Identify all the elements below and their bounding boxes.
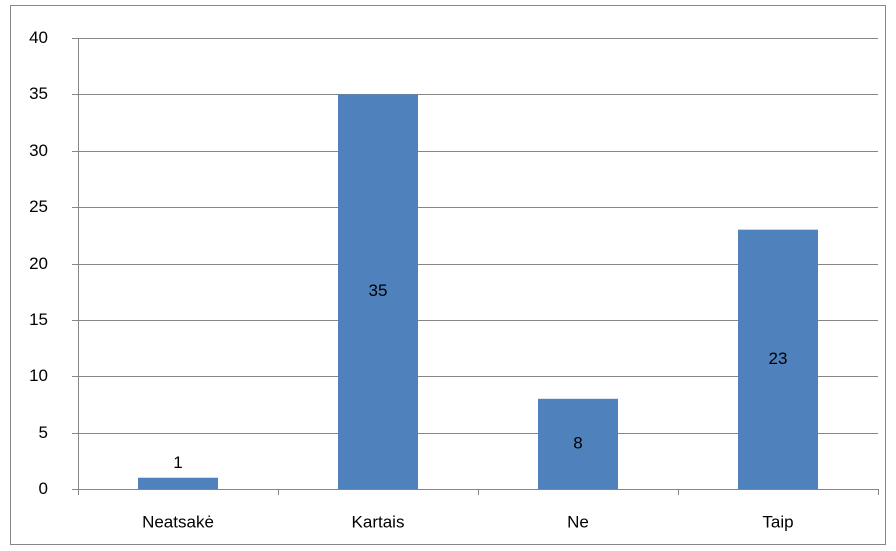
y-tick-label: 40 [29, 28, 48, 47]
x-tick-label: Kartais [352, 512, 405, 531]
y-tick-label: 35 [29, 84, 48, 103]
data-label: 8 [573, 433, 582, 452]
data-label: 1 [173, 453, 182, 472]
data-label: 23 [769, 349, 788, 368]
bar [338, 94, 418, 489]
x-tick-label: Neatsakė [142, 512, 214, 531]
bar [538, 398, 618, 489]
y-tick-label: 5 [39, 423, 48, 442]
bar [138, 477, 218, 489]
data-label: 35 [369, 281, 388, 300]
bar [738, 229, 818, 490]
y-tick-label: 0 [39, 479, 48, 498]
y-tick-label: 10 [29, 366, 48, 385]
y-tick-label: 30 [29, 141, 48, 160]
y-tick-label: 20 [29, 254, 48, 273]
y-tick-label: 15 [29, 310, 48, 329]
y-tick-label: 25 [29, 197, 48, 216]
x-tick-label: Taip [762, 512, 793, 531]
x-tick-label: Ne [567, 512, 589, 531]
